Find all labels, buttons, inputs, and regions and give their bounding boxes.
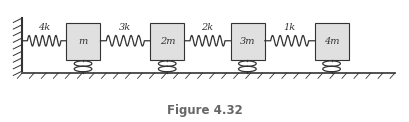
Bar	[66, 23, 100, 60]
Text: 3m: 3m	[240, 37, 255, 46]
Bar	[151, 23, 184, 60]
Text: Figure 4.32: Figure 4.32	[166, 104, 243, 117]
Text: 4k: 4k	[38, 23, 50, 32]
Bar	[231, 23, 265, 60]
Text: m: m	[79, 37, 88, 46]
Text: 2k: 2k	[202, 23, 213, 32]
Text: 3k: 3k	[119, 23, 131, 32]
Bar	[315, 23, 349, 60]
Text: 2m: 2m	[160, 37, 175, 46]
Text: 1k: 1k	[283, 23, 296, 32]
Text: 4m: 4m	[324, 37, 339, 46]
